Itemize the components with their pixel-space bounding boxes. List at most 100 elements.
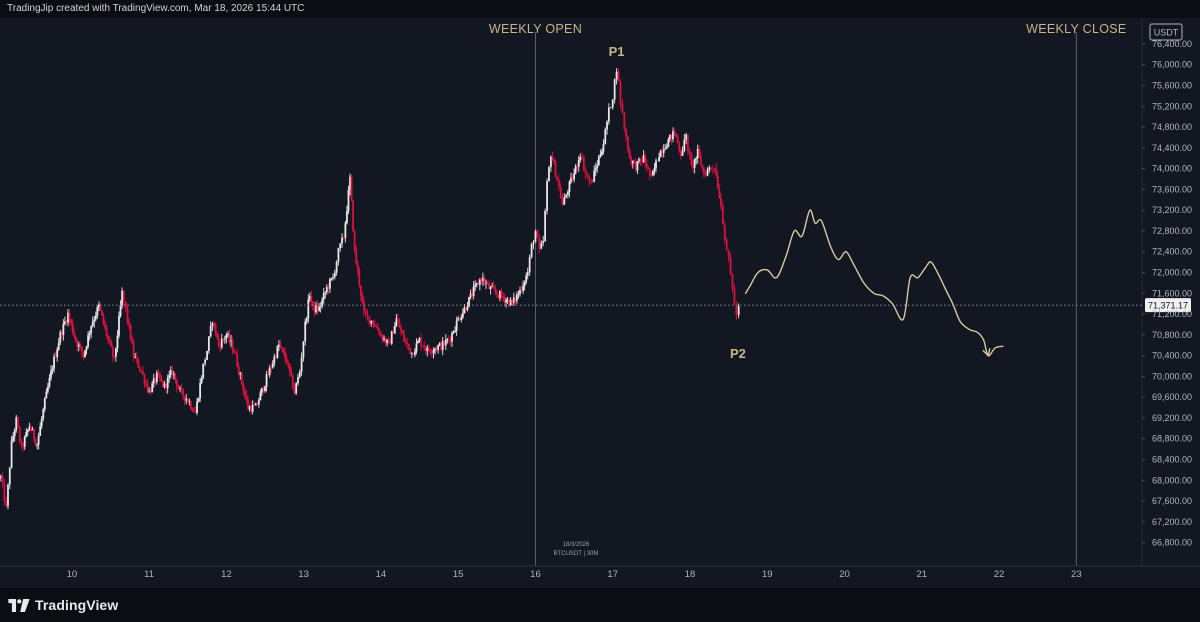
candle-body bbox=[621, 103, 624, 113]
candle-body bbox=[591, 181, 594, 183]
y-tick-label: 70,400.00 bbox=[1152, 351, 1192, 361]
candle-body bbox=[715, 168, 718, 176]
candle-body bbox=[409, 347, 412, 354]
candle-body bbox=[650, 175, 653, 177]
candle-body bbox=[482, 277, 484, 281]
candle-body bbox=[262, 387, 265, 391]
candle-body bbox=[216, 334, 219, 338]
candle-body bbox=[647, 168, 650, 170]
candle-body bbox=[661, 150, 664, 153]
candle-body bbox=[685, 134, 688, 140]
candle-body bbox=[414, 351, 416, 355]
candle-body bbox=[607, 107, 610, 122]
candle-body bbox=[189, 401, 192, 409]
candle-body bbox=[271, 363, 274, 368]
candle-body bbox=[101, 310, 103, 316]
candle-body bbox=[472, 286, 475, 297]
candle-body bbox=[619, 81, 622, 104]
candle-body bbox=[672, 131, 674, 140]
candle-body bbox=[401, 330, 404, 334]
candle-body bbox=[474, 284, 477, 287]
candle-body bbox=[47, 386, 49, 392]
candle-body bbox=[597, 156, 600, 166]
price-axis[interactable]: 76,400.00 76,000.00 75,600.00 75,200.00 74,8… bbox=[1142, 39, 1192, 548]
candle-body bbox=[593, 170, 596, 182]
candle-body bbox=[670, 134, 673, 140]
time-axis[interactable]: 10 11 12 13 14 15 16 17 18 19 20 21 22 23 bbox=[67, 569, 1082, 580]
candle-body bbox=[129, 324, 132, 341]
candle-body bbox=[307, 299, 310, 319]
candle-body bbox=[140, 370, 143, 372]
y-tick-label: 74,000.00 bbox=[1152, 164, 1192, 174]
candle-body bbox=[636, 161, 639, 171]
candle-body bbox=[166, 377, 169, 389]
candle-body bbox=[523, 282, 526, 286]
candle-body bbox=[690, 154, 693, 166]
candle-body bbox=[485, 282, 487, 284]
candle-body bbox=[381, 334, 384, 340]
candle-body bbox=[735, 304, 738, 315]
candle-body bbox=[281, 347, 283, 349]
candle-body bbox=[366, 313, 369, 316]
symbol-note: BTCUSDT | 30M bbox=[554, 551, 599, 557]
candle-body bbox=[623, 112, 626, 129]
candle-body bbox=[631, 160, 634, 164]
candle-body bbox=[122, 290, 125, 302]
candle-body bbox=[550, 156, 552, 168]
candle-body bbox=[683, 139, 686, 152]
candle-body bbox=[471, 293, 473, 297]
candle-body bbox=[138, 367, 141, 371]
y-tick-label: 76,000.00 bbox=[1152, 60, 1192, 70]
candle-body bbox=[327, 286, 330, 289]
candle-body bbox=[93, 319, 96, 323]
candle-body bbox=[180, 388, 183, 390]
candle-body bbox=[577, 160, 580, 167]
candle-body bbox=[669, 134, 671, 140]
candle-body bbox=[53, 356, 55, 369]
candle-body bbox=[145, 383, 147, 385]
y-tick-label: 75,600.00 bbox=[1152, 81, 1192, 91]
projection-arrowhead-icon bbox=[982, 348, 991, 358]
candle-body bbox=[673, 131, 676, 134]
candle-body bbox=[251, 404, 254, 412]
candle-body bbox=[237, 366, 240, 375]
price-chart[interactable]: WEEKLY OPEN WEEKLY CLOSE 71,371.17 P1 P2 7… bbox=[0, 18, 1200, 588]
candle-body bbox=[435, 348, 438, 350]
candle-body bbox=[213, 323, 215, 324]
candle-body bbox=[274, 356, 277, 358]
tradingview-logo[interactable]: TradingView bbox=[8, 596, 118, 614]
candle-body bbox=[30, 426, 32, 431]
candle-body bbox=[645, 163, 648, 169]
candle-body bbox=[570, 177, 572, 182]
candle-body bbox=[503, 297, 506, 303]
candle-body bbox=[230, 340, 232, 342]
candle-body bbox=[37, 435, 40, 445]
candle-body bbox=[33, 429, 35, 439]
candle-body bbox=[698, 148, 701, 157]
point-labels: P1 P2 bbox=[609, 44, 746, 361]
candle-body bbox=[407, 343, 410, 348]
candle-body bbox=[718, 188, 721, 198]
candle-body bbox=[625, 128, 628, 137]
candle-body bbox=[611, 99, 614, 108]
header-attribution: TradingJip created with TradingView.com,… bbox=[0, 0, 1200, 18]
candle-body bbox=[655, 160, 657, 169]
candle-body bbox=[335, 261, 338, 273]
candle-body bbox=[627, 136, 629, 151]
x-tick-label: 11 bbox=[144, 569, 154, 580]
candle-body bbox=[688, 151, 691, 155]
candle-body bbox=[151, 383, 154, 393]
candle-body bbox=[7, 484, 9, 506]
currency-badge[interactable]: USDT bbox=[1149, 23, 1183, 41]
candle-body bbox=[94, 315, 97, 320]
candle-body bbox=[571, 177, 574, 180]
candle-body bbox=[438, 343, 441, 346]
candle-body bbox=[342, 237, 345, 239]
candle-body bbox=[733, 288, 736, 305]
x-tick-label: 19 bbox=[762, 569, 773, 580]
candle-body bbox=[245, 395, 248, 400]
current-price-label: 71,371.17 bbox=[1148, 300, 1188, 310]
candle-body bbox=[169, 370, 172, 375]
candle-body bbox=[574, 166, 577, 174]
candle-body bbox=[25, 432, 28, 437]
